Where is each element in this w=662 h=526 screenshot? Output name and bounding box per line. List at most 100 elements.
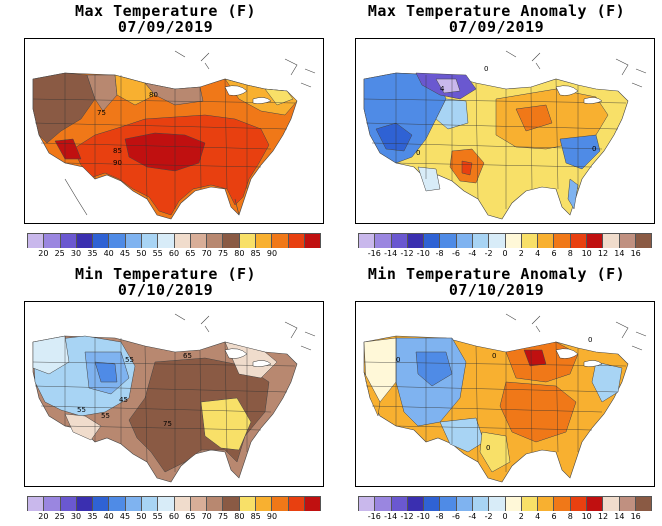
colorbar-ticks: 20 25 30 35 40 45 50 55 60 65 70 75 80 85 90	[27, 512, 321, 522]
colorbar-ticks: -16 -14 -12 -10 -8 -6 -4 -2 0 2 4 6 8 10 12 14 16	[358, 512, 652, 522]
colorbar-tick-label: 8	[567, 512, 573, 521]
colorbar-swatch	[424, 234, 441, 248]
colorbar-tick-label: 90	[266, 512, 278, 521]
colorbar-tick-label: 6	[551, 249, 557, 258]
colorbar-swatch	[570, 497, 587, 511]
panel-date: 07/09/2019	[117, 18, 214, 36]
colorbar-tick-label: 8	[567, 249, 573, 258]
colorbar-tick-label: 70	[201, 512, 212, 521]
colorbar-tick-label: 45	[119, 249, 131, 258]
colorbar-tick-label: -6	[452, 512, 460, 521]
colorbar-swatch	[158, 497, 175, 511]
colorbar-tick-label: 75	[217, 512, 229, 521]
colorbar-swatch	[272, 497, 289, 511]
map-min-anomaly: 0 0 0 0	[355, 301, 655, 487]
colorbar-swatch	[358, 234, 376, 248]
svg-text:55: 55	[77, 406, 86, 414]
colorbar	[27, 496, 322, 511]
colorbar-swatch	[635, 497, 653, 511]
colorbar-swatch	[223, 497, 240, 511]
colorbar-tick-label: 6	[551, 512, 557, 521]
colorbar-tick-label: 2	[518, 512, 524, 521]
colorbar-swatch	[272, 234, 289, 248]
colorbar-tick-label: 25	[54, 512, 65, 521]
colorbar-tick-label: 0	[502, 512, 508, 521]
colorbar-tick-label: 90	[266, 249, 278, 258]
svg-text:85: 85	[113, 147, 122, 155]
panel-title: Max Temperature (F)	[74, 2, 257, 20]
colorbar-swatch	[44, 234, 61, 248]
colorbar-tick-label: 0	[502, 249, 508, 258]
colorbar-swatch	[174, 234, 191, 248]
colorbar-tick-label: 30	[70, 249, 82, 258]
colorbar-tick-label: -8	[435, 512, 444, 521]
colorbar-swatch	[239, 234, 256, 248]
colorbar-tick-label: 35	[87, 512, 98, 521]
svg-text:55: 55	[125, 356, 134, 364]
colorbar-swatch	[391, 497, 408, 511]
colorbar-swatch	[554, 234, 571, 248]
colorbar-swatch	[586, 497, 604, 511]
colorbar-swatch	[255, 497, 273, 511]
colorbar-tick-label: 65	[185, 249, 196, 258]
colorbar-tick-label: -14	[384, 512, 398, 521]
colorbar-swatch	[456, 234, 473, 248]
colorbar-swatch	[570, 234, 587, 248]
colorbar-tick-label: 65	[185, 512, 196, 521]
colorbar-swatch	[207, 497, 224, 511]
colorbar-swatch	[521, 497, 539, 511]
colorbar-swatch	[255, 234, 273, 248]
colorbar-tick-label: 70	[201, 249, 212, 258]
colorbar-swatch	[304, 234, 322, 248]
colorbar-swatch	[586, 234, 604, 248]
colorbar-swatch	[472, 234, 490, 248]
colorbar-tick-label: 12	[597, 512, 609, 521]
svg-text:55: 55	[101, 412, 110, 420]
colorbar-tick-label: -6	[452, 249, 460, 258]
svg-text:0: 0	[484, 65, 488, 73]
colorbar-swatch	[505, 234, 522, 248]
colorbar-swatch	[158, 234, 175, 248]
colorbar-tick-label: 85	[250, 249, 261, 258]
colorbar-swatch	[27, 497, 45, 511]
colorbar-tick-label: 25	[54, 249, 65, 258]
colorbar-tick-label: 75	[217, 249, 229, 258]
panel-min-temp: Min Temperature (F) 07/10/2019 55 45	[0, 263, 331, 526]
svg-text:45: 45	[119, 396, 128, 404]
colorbar-tick-label: -8	[435, 249, 444, 258]
colorbar-swatch	[489, 497, 506, 511]
colorbar-tick-label: 2	[518, 249, 524, 258]
colorbar-swatch	[60, 497, 77, 511]
colorbar-tick-label: 80	[234, 249, 245, 258]
colorbar-swatch	[223, 234, 240, 248]
colorbar-swatch	[190, 497, 208, 511]
colorbar-swatch	[603, 497, 620, 511]
colorbar-tick-label: -4	[468, 249, 477, 258]
colorbar-tick-label: 20	[38, 249, 49, 258]
colorbar-tick-label: -12	[400, 512, 414, 521]
panel-title: Min Temperature Anomaly (F)	[367, 265, 626, 283]
colorbar-swatch	[619, 497, 636, 511]
colorbar	[358, 233, 653, 248]
colorbar-swatch	[125, 497, 142, 511]
colorbar-swatch	[109, 497, 126, 511]
colorbar-swatch	[76, 234, 94, 248]
svg-text:75: 75	[163, 420, 172, 428]
colorbar-tick-label: 30	[70, 512, 82, 521]
colorbar-swatch	[521, 234, 539, 248]
colorbar-tick-label: -4	[468, 512, 477, 521]
colorbar-swatch	[125, 234, 142, 248]
colorbar-swatch	[44, 497, 61, 511]
colorbar-tick-label: 14	[614, 249, 625, 258]
svg-text:65: 65	[183, 352, 192, 360]
colorbar-swatch	[141, 497, 159, 511]
colorbar-swatch	[407, 497, 425, 511]
colorbar-swatch	[141, 234, 159, 248]
colorbar-tick-label: 60	[168, 249, 180, 258]
panel-max-temp: Max Temperature (F) 07/09/2019	[0, 0, 331, 263]
svg-text:0: 0	[592, 145, 596, 153]
colorbar-swatch	[93, 497, 110, 511]
colorbar-swatch	[554, 497, 571, 511]
colorbar-swatch	[190, 234, 208, 248]
colorbar-swatch	[239, 497, 256, 511]
